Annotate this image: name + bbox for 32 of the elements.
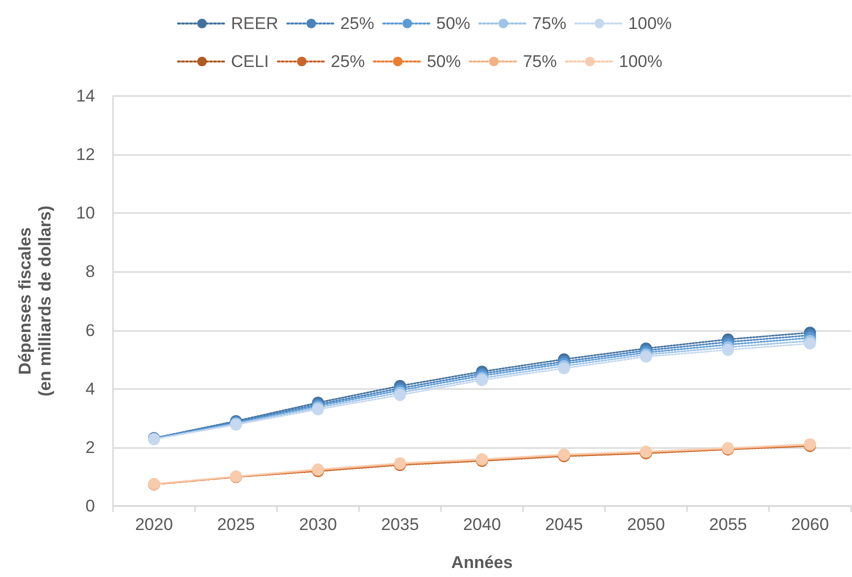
legend-label: 75% xyxy=(522,52,557,71)
x-tick-label: 2025 xyxy=(217,515,255,534)
x-tick-label: 2045 xyxy=(545,515,583,534)
point xyxy=(804,337,816,350)
x-tick-label: 2040 xyxy=(463,515,501,534)
y-axis-title: Dépenses fiscales (en milliards de dollars) xyxy=(16,206,54,396)
y-tick-label: 8 xyxy=(86,262,95,282)
y-tick-label: 4 xyxy=(86,379,95,398)
y-tick-label: 6 xyxy=(86,320,95,340)
y-tick-label: 12 xyxy=(76,145,95,164)
x-tick-label: 2060 xyxy=(791,515,829,534)
legend-label: 50% xyxy=(426,52,461,71)
legend-label: 25% xyxy=(330,52,365,71)
legend-label: 100% xyxy=(618,52,662,71)
x-tick-label: 2050 xyxy=(627,515,665,534)
x-tick-label: 2030 xyxy=(299,515,337,534)
legend-label: CELI xyxy=(231,52,269,71)
x-tick-label: 2055 xyxy=(709,515,747,534)
x-tick-label: 2020 xyxy=(135,515,173,534)
legend-label: 25% xyxy=(340,14,374,33)
y-tick-label: 2 xyxy=(86,438,95,457)
x-tick-label: 2035 xyxy=(381,515,419,534)
y-tick-label: 14 xyxy=(76,86,95,106)
legend-label: 50% xyxy=(436,14,470,33)
point xyxy=(722,344,734,356)
point xyxy=(394,389,406,402)
legend-label: 100% xyxy=(628,14,672,33)
legend-label: 75% xyxy=(532,14,566,33)
y-tick-label: 0 xyxy=(86,496,95,516)
x-axis-title: Années xyxy=(451,553,513,572)
y-tick-label: 10 xyxy=(76,204,95,223)
legend-label: REER xyxy=(231,14,278,33)
